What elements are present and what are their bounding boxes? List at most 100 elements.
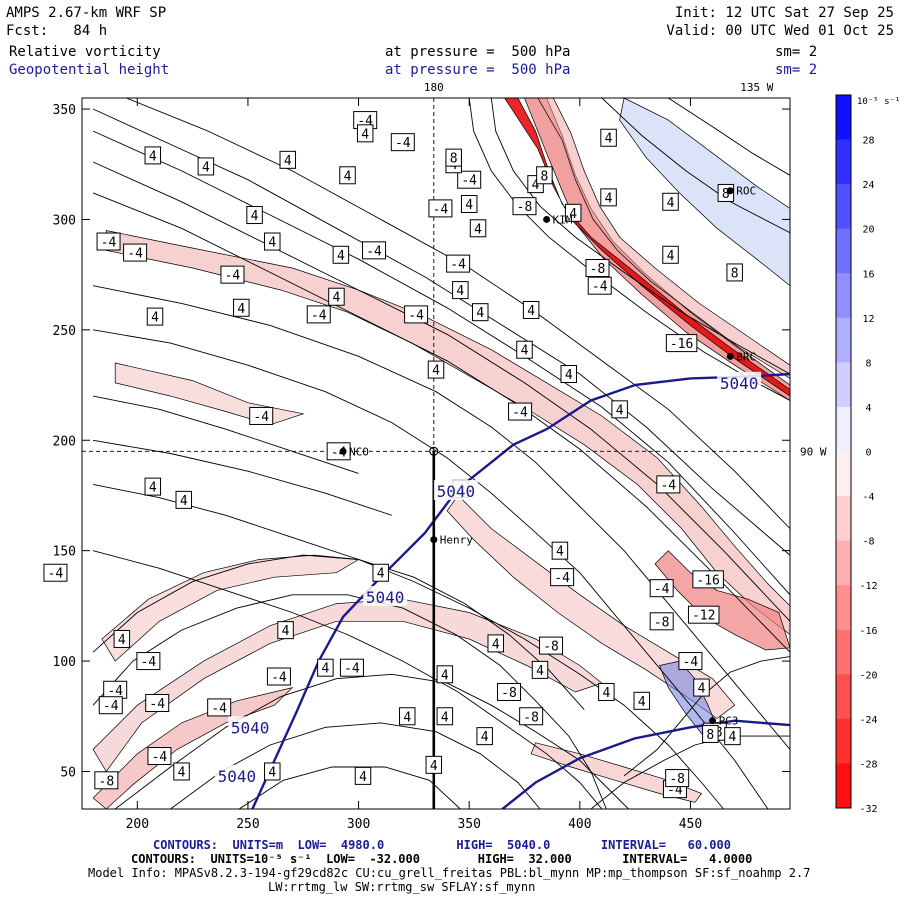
x-tick-label: 200: [126, 817, 149, 832]
vorticity-label-box: [662, 192, 679, 211]
vorticity-label-box: [600, 188, 617, 207]
vorticity-label-box: [550, 568, 575, 587]
vorticity-label-box: [339, 166, 356, 185]
vorticity-label-box: [665, 769, 690, 788]
vorticity-label-text: 4: [178, 765, 186, 780]
vorticity-label-text: 4: [605, 191, 613, 206]
colorbar-cell: [836, 763, 851, 809]
vorticity-contours: [92, 98, 790, 809]
vorticity-label-box: [436, 707, 454, 726]
colorbar-cell: [836, 451, 851, 497]
vorticity-label: 4: [317, 658, 334, 677]
vorticity-label: -4: [457, 170, 482, 189]
vorticity-label-text: 4: [536, 664, 544, 679]
vorticity-label-text: 4: [638, 695, 646, 710]
height-label-bg: [433, 480, 478, 501]
colorbar-label: 20: [862, 225, 874, 236]
station-label: KIM: [553, 213, 573, 226]
vorticity-label-text: 4: [268, 236, 276, 251]
vorticity-label: -4: [145, 694, 170, 713]
vorticity-label-text: 4: [476, 306, 484, 321]
vorticity-label-box: [692, 570, 724, 589]
vorticity-label: 4: [564, 203, 582, 222]
vorticity-label: 4: [516, 340, 533, 359]
vorticity-label: 4: [662, 245, 679, 264]
vorticity-label-text: -4: [461, 174, 477, 189]
vorticity-label-text: 8: [540, 169, 548, 184]
vorticity-label: -4: [339, 658, 364, 677]
colorbar-cell: [836, 406, 851, 452]
vorticity-label: 4: [436, 665, 454, 684]
x-tick-label: 300: [347, 817, 370, 832]
field1-level: at pressure = 500 hPa: [385, 44, 571, 60]
vorticity-label-box: [249, 406, 274, 425]
colorbar-cell: [836, 139, 851, 185]
vorticity-label-box: [531, 660, 549, 679]
vorticity-label-text: 4: [556, 545, 564, 560]
vorticity-label: 4: [332, 245, 350, 264]
height-label: 5040: [720, 374, 759, 393]
vorticity-label-box: [326, 442, 351, 461]
vorticity-label: -4: [266, 667, 291, 686]
height-label: 5040: [366, 588, 405, 607]
valid-time: Valid: 00 UTC Wed 01 Oct 25: [666, 23, 894, 39]
colorbar-label: 8: [865, 358, 871, 369]
vorticity-label-box: [678, 652, 703, 671]
vorticity-contour-8: [92, 550, 603, 809]
vorticity-band-sw-band2: [92, 686, 294, 809]
vorticity-label: -4: [103, 680, 128, 699]
vorticity-label: 4: [724, 727, 741, 746]
vorticity-band-long-band: [105, 230, 790, 636]
vorticity-label-text: -12: [692, 609, 715, 624]
vorticity-label-text: 4: [284, 154, 292, 169]
vorticity-label: -4: [220, 265, 245, 284]
colorbar-units: 10⁻⁵ s⁻¹: [857, 97, 900, 107]
vorticity-label-text: 4: [202, 160, 210, 175]
vorticity-label: 4: [551, 541, 569, 560]
vorticity-label-box: [508, 402, 533, 421]
vorticity-contour-17: [468, 98, 790, 401]
vorticity-label: 8: [726, 263, 743, 282]
station-marker: [726, 352, 734, 360]
vorticity-label-box: [317, 658, 334, 677]
vorticity-label-text: 4: [729, 730, 737, 745]
vorticity-label-text: -4: [149, 697, 165, 712]
vorticity-label-text: -4: [127, 247, 143, 262]
plot-frame: [81, 97, 791, 810]
height-label: 5040: [231, 718, 270, 737]
vorticity-band-ne-blue: [619, 98, 790, 287]
vorticity-label-text: 4: [251, 209, 259, 224]
vorticity-label-box: [404, 305, 429, 324]
colorbar-label: -12: [859, 581, 877, 592]
vorticity-contour-1: [92, 161, 790, 622]
vorticity-label-text: 8: [731, 266, 739, 281]
vorticity-label-box: [425, 755, 443, 774]
vorticity-label-text: 4: [492, 637, 500, 652]
x-tick-label: 400: [568, 817, 591, 832]
vorticity-label-box: [356, 124, 374, 143]
vorticity-label-text: -4: [660, 478, 676, 493]
vorticity-label: 4: [197, 157, 215, 176]
vorticity-label: 4: [611, 400, 628, 419]
vorticity-label-box: [693, 678, 710, 697]
vorticity-label-box: [724, 727, 741, 746]
vorticity-label-text: 4: [569, 207, 577, 222]
vorticity-label: 4: [472, 303, 489, 322]
vorticity-label-text: 4: [532, 178, 540, 193]
vorticity-label-box: [452, 281, 469, 300]
vorticity-label-box: [146, 307, 164, 326]
vorticity-label-text: 8: [450, 152, 458, 167]
colorbar-label: 4: [865, 403, 871, 414]
vorticity-label-text: 4: [151, 311, 159, 326]
meridian-label: 180: [424, 81, 444, 94]
colorbar-cell: [836, 718, 851, 764]
vorticity-contour-4: [126, 98, 790, 529]
vorticity-label-box: [173, 762, 190, 781]
vorticity-label-text: -4: [366, 244, 382, 259]
x-tick-label: 350: [457, 817, 480, 832]
vorticity-label-text: -4: [592, 280, 608, 295]
vorticity-label-text: 4: [377, 567, 385, 582]
vorticity-label-box: [246, 206, 263, 225]
vorticity-label-text: -4: [103, 699, 119, 714]
colorbar-cell: [836, 629, 851, 675]
